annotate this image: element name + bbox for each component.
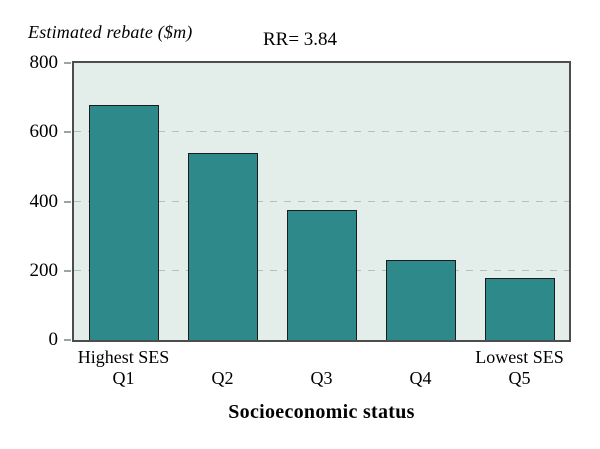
bar-q1 — [88, 104, 159, 340]
gridline-400 — [74, 200, 569, 202]
ytick-mark-200 — [64, 269, 71, 272]
xcat-quintile-label-q5: Q5 — [508, 368, 531, 388]
gridline-600 — [74, 131, 569, 133]
ytick-label-800: 800 — [29, 52, 59, 73]
xcat-label-q1: Highest SES Q1 — [54, 347, 194, 389]
plot-area — [72, 61, 571, 342]
xcat-quintile-label-q3: Q3 — [310, 368, 333, 388]
y-axis-title: Estimated rebate ($m) — [28, 22, 193, 42]
xcat-label-q5: Lowest SES Q5 — [450, 347, 590, 389]
xcat-label-q2: Q2 — [153, 347, 293, 389]
ytick-mark-800 — [64, 62, 71, 64]
xcat-ses-label-q1: Highest SES — [77, 347, 170, 367]
bar-q3 — [286, 210, 357, 340]
ytick-mark-0 — [64, 339, 71, 341]
xcat-label-q3: Q3 — [252, 347, 392, 389]
xcat-quintile-label-q1: Q1 — [112, 368, 135, 388]
rate-ratio-annotation: RR= 3.84 — [262, 29, 338, 50]
xcat-quintile-label-q4: Q4 — [409, 368, 432, 388]
bar-q5 — [484, 277, 555, 340]
ytick-label-200: 200 — [29, 259, 59, 281]
ytick-label-600: 600 — [29, 121, 59, 143]
ytick-label-0: 0 — [48, 329, 59, 350]
ytick-mark-600 — [64, 131, 71, 134]
xcat-ses-label-q5: Lowest SES — [475, 347, 564, 367]
xcat-label-q4: Q4 — [351, 347, 491, 389]
ytick-mark-400 — [64, 200, 71, 203]
bar-q4 — [385, 260, 456, 340]
x-axis-title: Socioeconomic status — [228, 401, 415, 423]
bar-q2 — [187, 153, 258, 340]
xcat-quintile-label-q2: Q2 — [211, 368, 234, 388]
ytick-label-400: 400 — [29, 190, 59, 212]
